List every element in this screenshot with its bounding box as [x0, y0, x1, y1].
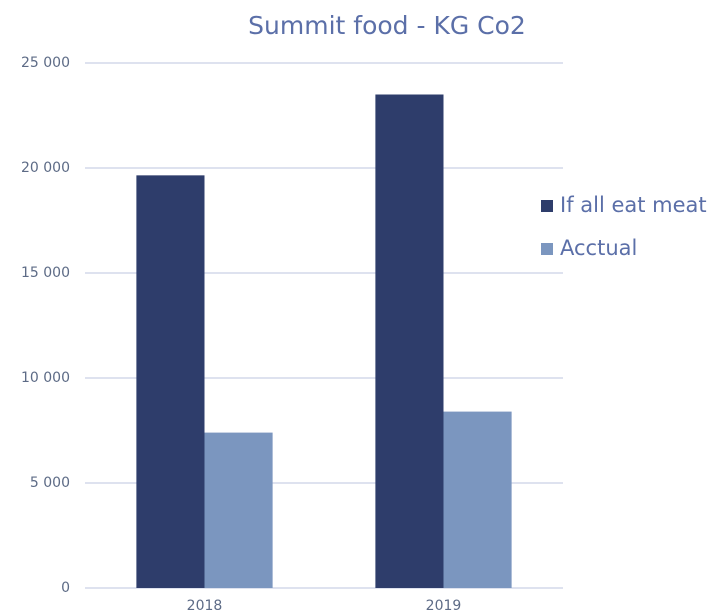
- y-tick-label: 10 000: [21, 370, 70, 386]
- legend-label: Acctual: [560, 236, 637, 260]
- legend-swatch: [541, 200, 553, 212]
- bar: [443, 411, 512, 588]
- legend-swatch: [541, 243, 553, 255]
- chart-title: Summit food - KG Co2: [248, 11, 526, 40]
- legend-label: If all eat meat: [560, 193, 707, 217]
- bar: [375, 94, 444, 588]
- bar: [204, 432, 273, 588]
- y-tick-label: 20 000: [21, 160, 70, 176]
- y-tick-label: 0: [61, 580, 70, 596]
- bar: [136, 175, 205, 588]
- y-tick-label: 25 000: [21, 55, 70, 71]
- x-tick-label: 2019: [426, 598, 462, 614]
- y-tick-label: 15 000: [21, 265, 70, 281]
- x-tick-label: 2018: [187, 598, 223, 614]
- y-tick-label: 5 000: [30, 475, 70, 491]
